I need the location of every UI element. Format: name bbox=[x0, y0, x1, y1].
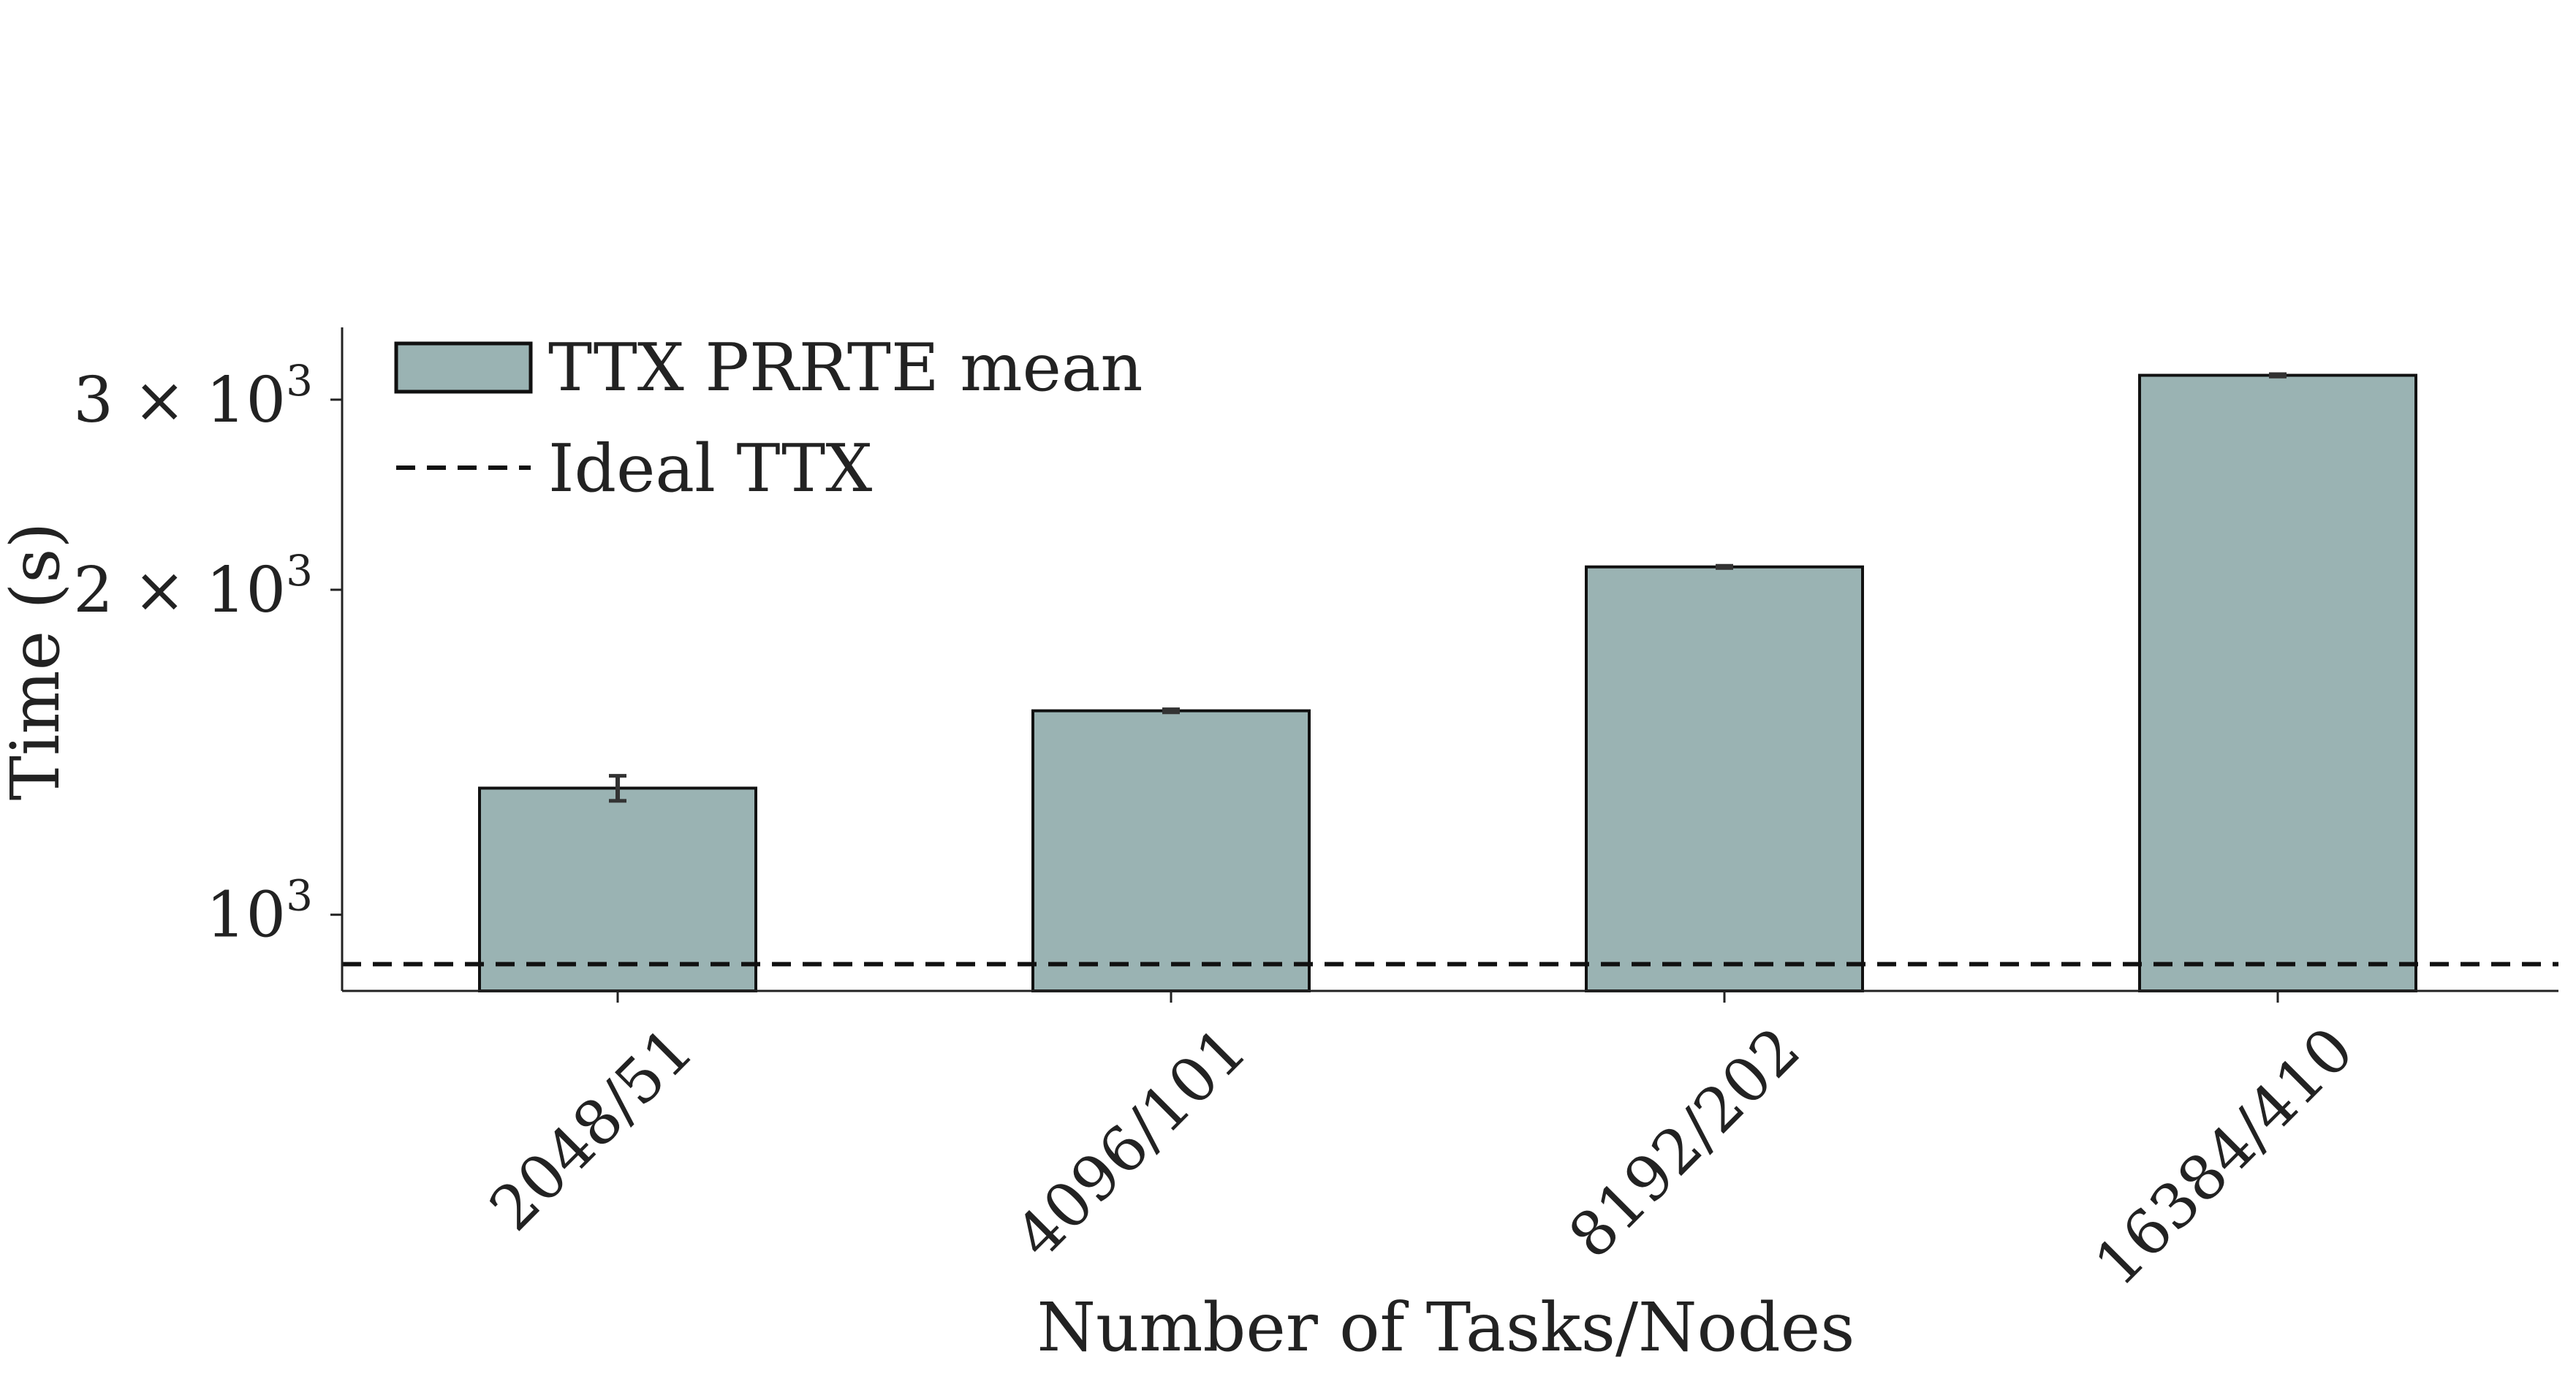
legend: TTX PRRTE mean Ideal TTX bbox=[394, 330, 1143, 507]
error-bar-4 bbox=[2269, 372, 2287, 379]
bar-1 bbox=[478, 786, 757, 993]
x-tick-label: 4096/101 bbox=[1001, 1014, 1260, 1272]
legend-swatch-bar bbox=[394, 341, 533, 394]
bar-2 bbox=[1031, 709, 1311, 992]
bar-4 bbox=[2138, 373, 2417, 992]
x-axis-title: Number of Tasks/Nodes bbox=[1037, 1288, 1855, 1367]
x-tick-label: 8192/202 bbox=[1555, 1014, 1814, 1272]
x-tick-label: 16384/410 bbox=[2081, 1014, 2368, 1300]
x-tick-label: 2048/51 bbox=[476, 1014, 707, 1244]
y-tick-label: 2 × 103 bbox=[73, 546, 313, 627]
y-axis-title: Time (s) bbox=[0, 522, 75, 801]
legend-label-mean: TTX PRRTE mean bbox=[548, 330, 1143, 406]
x-ticks-group: 2048/51 4096/101 8192/202 16384/410 bbox=[476, 991, 2367, 1299]
y-tick-label: 3 × 103 bbox=[73, 356, 313, 437]
y-tick-label: 103 bbox=[206, 871, 313, 952]
bar-3 bbox=[1585, 565, 1864, 992]
error-bar-2 bbox=[1162, 707, 1180, 715]
error-bar-1 bbox=[609, 774, 626, 803]
axes-group bbox=[341, 327, 2558, 992]
error-bar-3 bbox=[1716, 563, 1733, 570]
y-ticks-group: 103 2 × 103 3 × 103 bbox=[73, 356, 342, 952]
legend-label-ideal: Ideal TTX bbox=[548, 430, 872, 507]
error-bars-group bbox=[609, 372, 2287, 803]
